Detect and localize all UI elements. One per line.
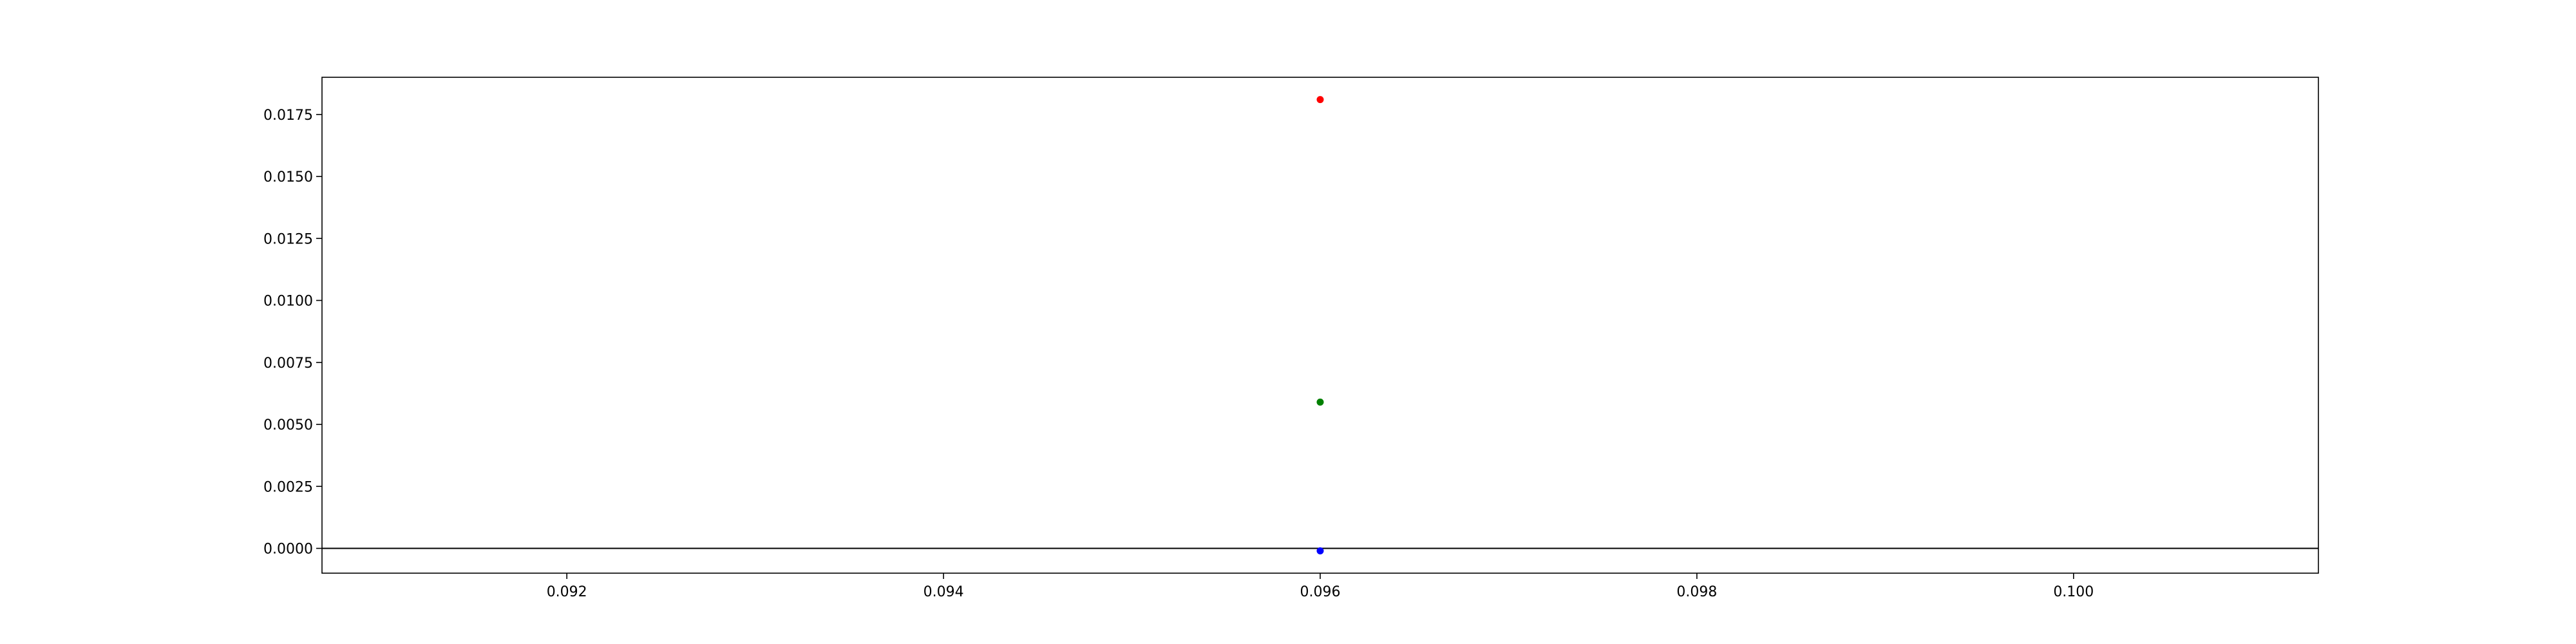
x-tick-label: 0.098 bbox=[1676, 584, 1717, 600]
y-tick-label: 0.0175 bbox=[263, 108, 313, 124]
y-tick-label: 0.0025 bbox=[263, 479, 313, 495]
x-tick-label: 0.100 bbox=[2053, 584, 2094, 600]
x-tick-label: 0.094 bbox=[923, 584, 964, 600]
plot-background bbox=[322, 77, 2318, 573]
x-axis-ticks: 0.092 0.094 0.096 0.098 0.100 bbox=[547, 573, 2094, 600]
x-tick-label: 0.096 bbox=[1300, 584, 1341, 600]
data-point-series-2 bbox=[1316, 547, 1324, 554]
plot-frame bbox=[321, 77, 2319, 574]
y-tick-label: 0.0125 bbox=[263, 231, 313, 247]
data-point-series-1 bbox=[1316, 398, 1324, 406]
y-tick-label: 0.0100 bbox=[263, 294, 313, 310]
y-tick-label: 0.0000 bbox=[263, 542, 313, 558]
data-point-series-0 bbox=[1316, 96, 1324, 104]
y-axis-ticks: 0.0000 0.0025 0.0050 0.0075 0.0100 0.0125 0.01… bbox=[263, 108, 322, 558]
y-tick-label: 0.0075 bbox=[263, 355, 313, 372]
data-points bbox=[1316, 96, 1324, 554]
y-tick-label: 0.0150 bbox=[263, 169, 313, 185]
x-tick-label: 0.092 bbox=[547, 584, 587, 600]
y-tick-label: 0.0050 bbox=[263, 417, 313, 433]
